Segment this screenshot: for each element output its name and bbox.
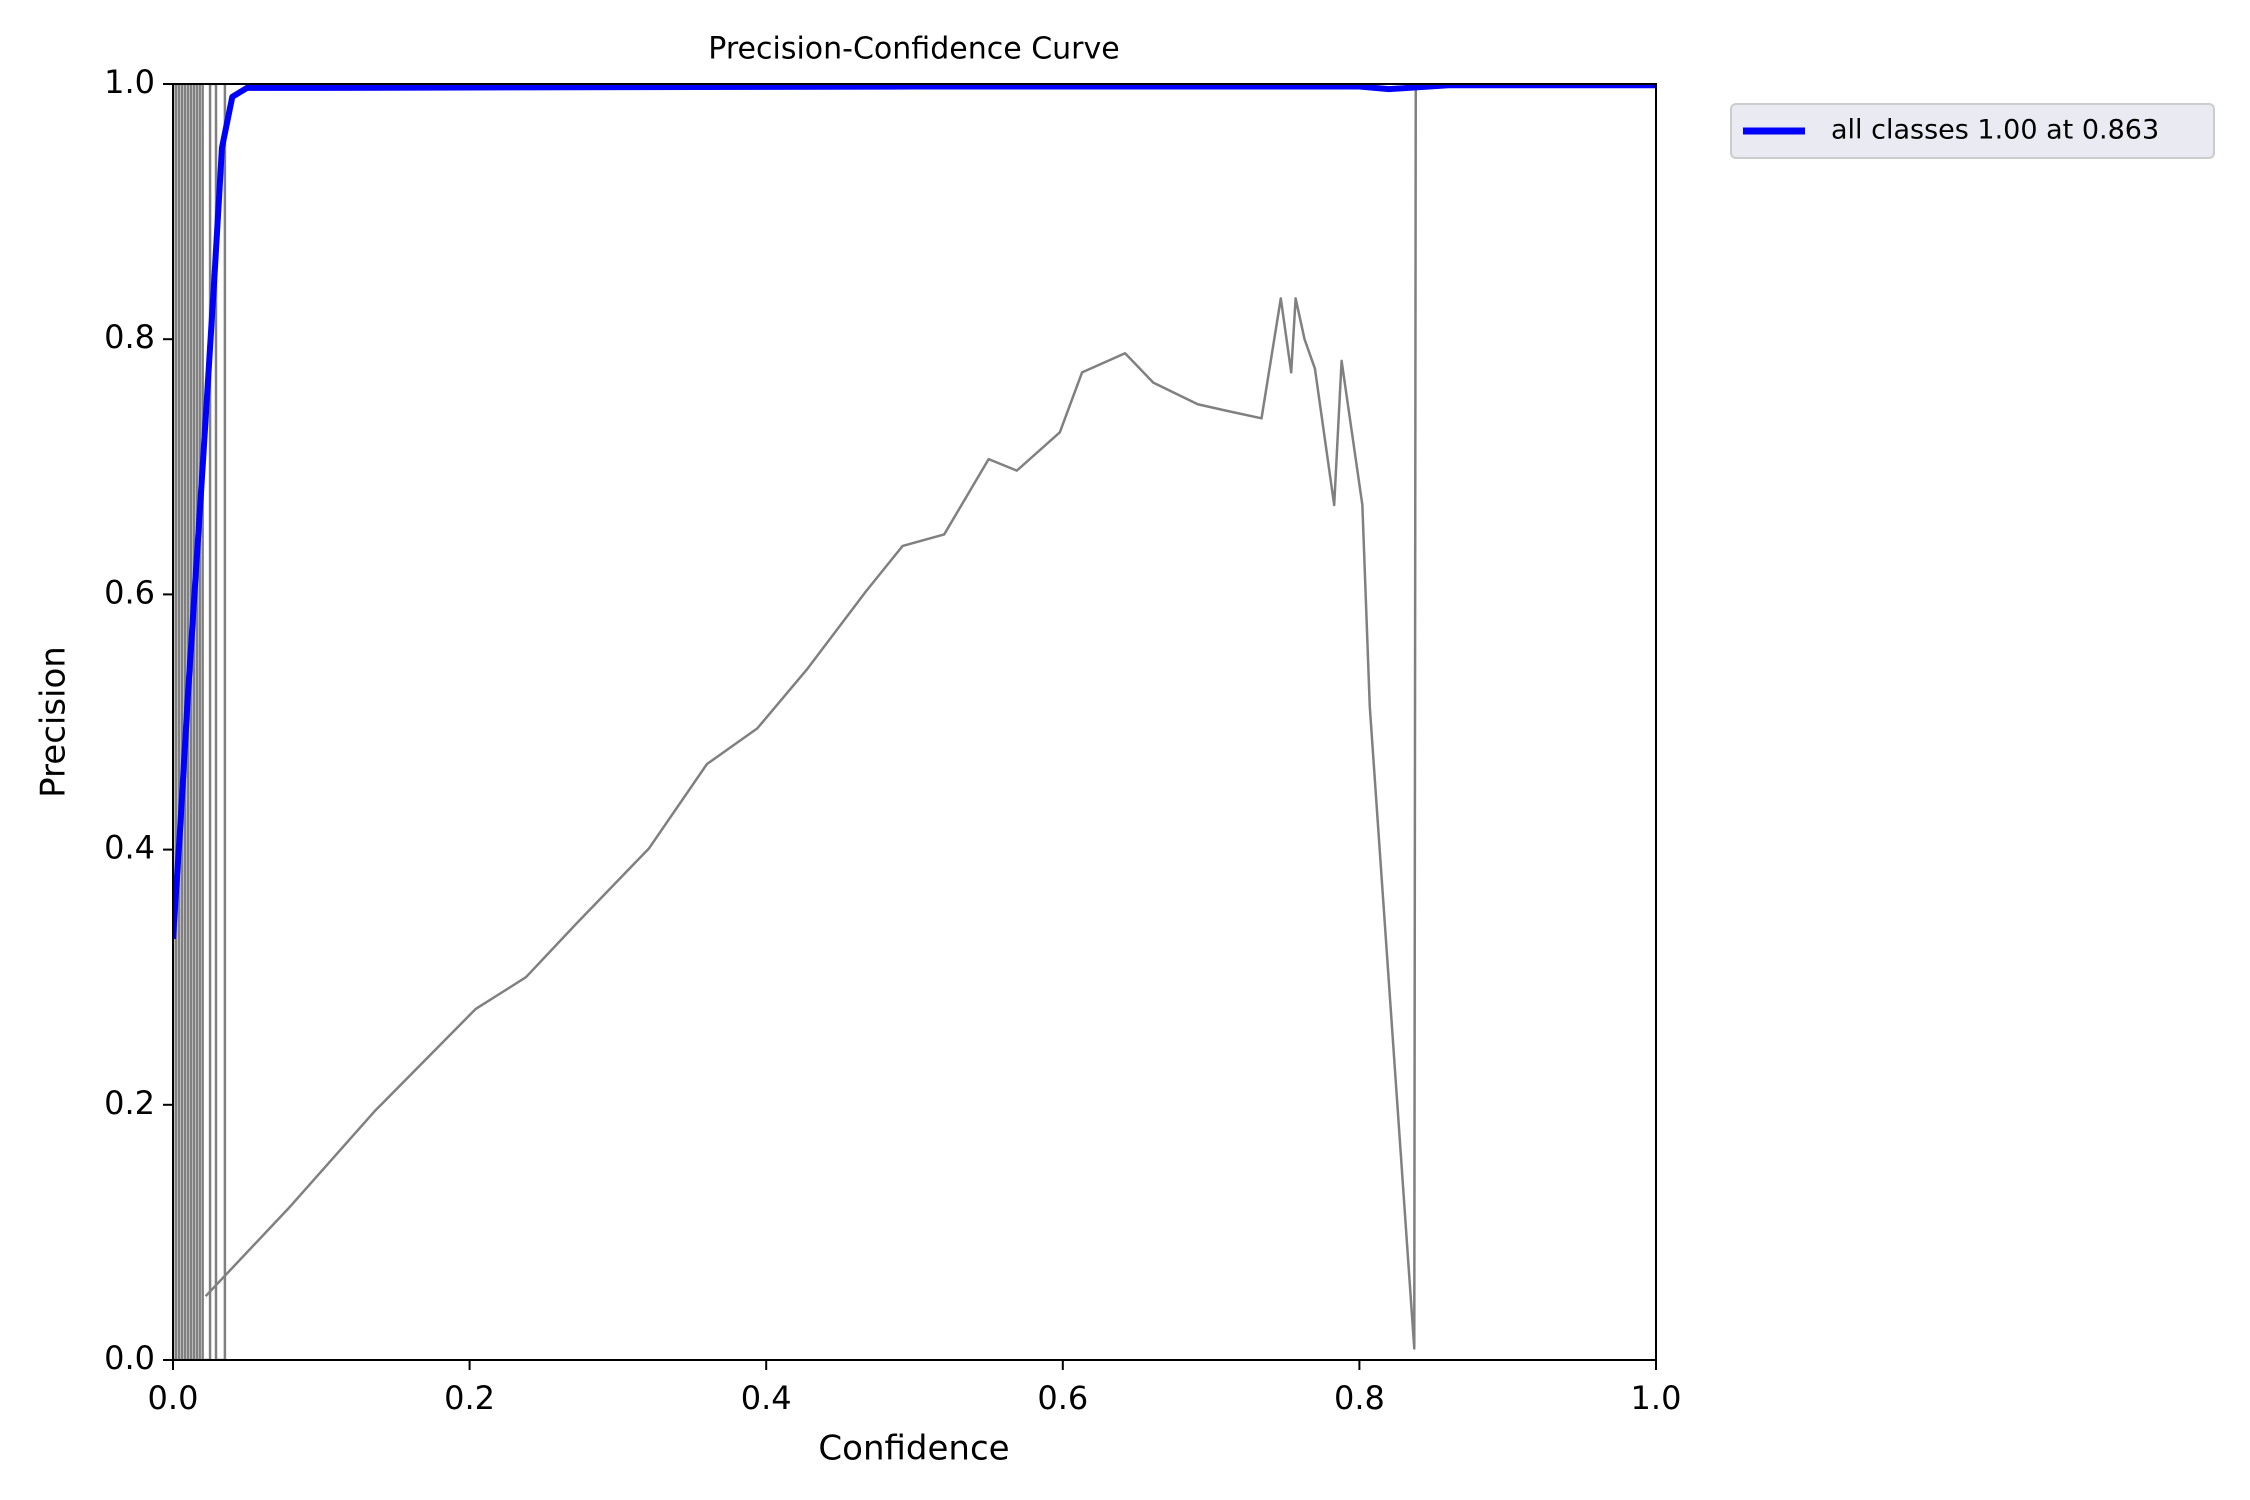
series-line	[173, 84, 227, 1360]
y-tick-label: 0.4	[104, 829, 155, 867]
x-tick-label: 0.2	[444, 1379, 495, 1417]
x-tick-label: 0.8	[1334, 1379, 1385, 1417]
x-axis-label: Confidence	[818, 1429, 1009, 1469]
x-tick-label: 0.0	[148, 1379, 199, 1417]
x-tick-label: 0.6	[1037, 1379, 1088, 1417]
series-line	[204, 84, 1656, 1350]
x-tick-label: 0.4	[741, 1379, 792, 1417]
y-tick-label: 0.6	[104, 573, 155, 611]
y-tick-label: 0.2	[104, 1084, 155, 1122]
legend-box	[1730, 103, 2215, 159]
y-tick-label: 0.0	[104, 1339, 155, 1377]
y-tick-label: 0.8	[104, 318, 155, 356]
legend-label: all classes 1.00 at 0.863	[1831, 115, 2159, 146]
chart-title: Precision-Confidence Curve	[708, 32, 1119, 67]
series-line	[173, 84, 1656, 940]
y-axis-label: Precision	[34, 646, 74, 798]
x-tick-label: 1.0	[1631, 1379, 1682, 1417]
y-tick-label: 1.0	[104, 63, 155, 101]
plot-frame	[172, 83, 1657, 1361]
